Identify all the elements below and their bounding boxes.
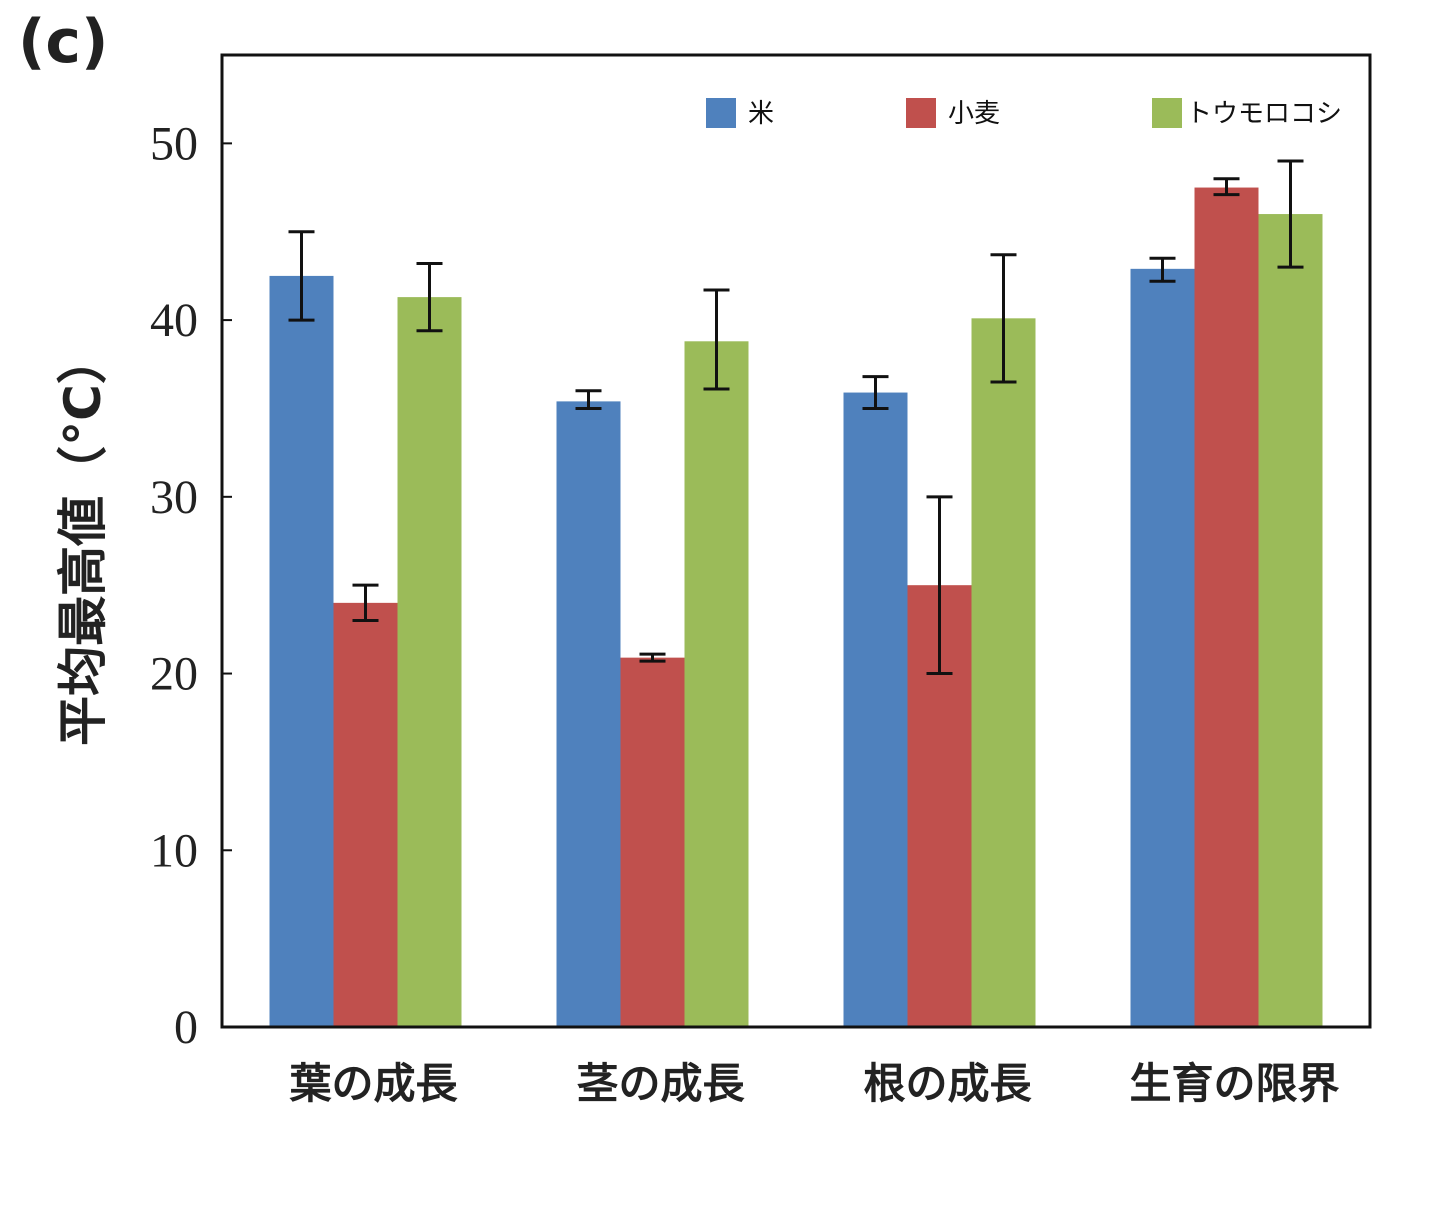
- legend-label: 米: [748, 99, 774, 129]
- bar: [1258, 214, 1323, 1027]
- x-tick-label: 根の成長: [863, 1059, 1032, 1108]
- y-axis-label: 平均最高値（°C）: [54, 334, 112, 746]
- panel-label: (c): [18, 7, 108, 77]
- y-tick-label: 0: [174, 1001, 198, 1054]
- legend-swatch: [706, 98, 736, 128]
- bar: [1194, 187, 1259, 1027]
- x-tick-label: 茎の成長: [576, 1059, 745, 1108]
- y-tick-label: 10: [150, 824, 198, 877]
- plot-frame: [220, 53, 1372, 1029]
- y-tick-label: 30: [150, 471, 198, 524]
- bar: [620, 657, 685, 1027]
- bar: [556, 401, 621, 1027]
- bar: [397, 297, 462, 1028]
- y-tick-label: 50: [150, 117, 198, 170]
- y-tick-label: 20: [150, 648, 198, 701]
- x-tick-label: 葉の成長: [288, 1059, 458, 1108]
- bar: [843, 392, 908, 1028]
- bar: [333, 602, 398, 1027]
- x-tick-label: 生育の限界: [1129, 1059, 1339, 1108]
- bar: [684, 341, 749, 1027]
- legend-label: トウモロコシ: [1186, 99, 1342, 129]
- legend-label: 小麦: [948, 99, 1000, 129]
- y-tick-label: 40: [150, 294, 198, 347]
- legend-swatch: [1152, 98, 1182, 128]
- bar: [1130, 268, 1195, 1028]
- bar: [971, 318, 1036, 1028]
- bar: [269, 275, 334, 1028]
- legend-swatch: [906, 98, 936, 128]
